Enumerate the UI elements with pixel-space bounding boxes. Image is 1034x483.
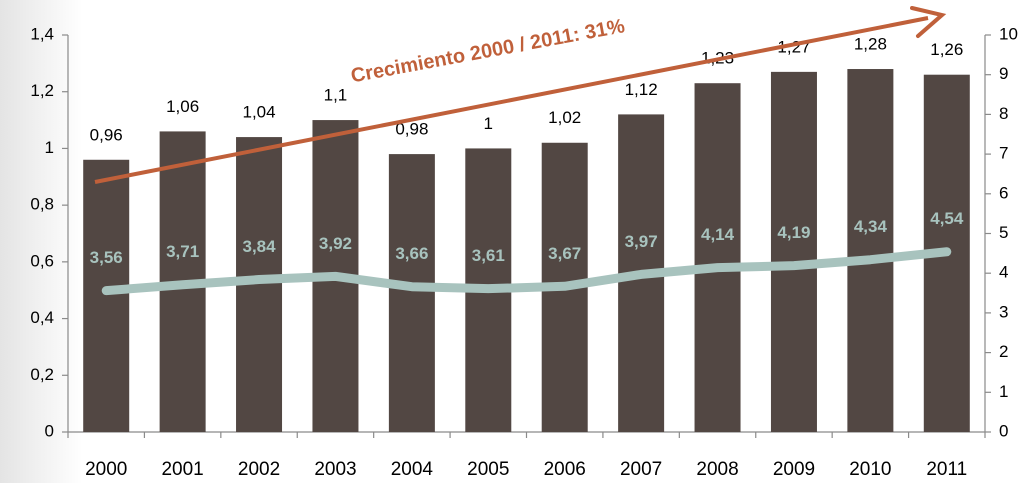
y2-tick-label: 7 bbox=[999, 144, 1008, 163]
line-value-label: 4,14 bbox=[701, 225, 735, 244]
trend-arrow-head bbox=[910, 6, 947, 38]
bar-value-label: 0,96 bbox=[90, 125, 123, 144]
bar-value-label: 0,98 bbox=[395, 120, 428, 139]
y2-tick-label: 8 bbox=[999, 104, 1008, 123]
line-value-label: 3,92 bbox=[319, 234, 352, 253]
y2-tick-label: 0 bbox=[999, 421, 1008, 440]
line-value-label: 4,19 bbox=[777, 223, 810, 242]
bar-value-label: 1,04 bbox=[242, 103, 275, 122]
x-tick-label: 2011 bbox=[926, 459, 967, 480]
x-tick-label: 2005 bbox=[467, 459, 509, 480]
line-value-label: 3,61 bbox=[472, 246, 505, 265]
y2-tick-label: 1 bbox=[999, 382, 1008, 401]
y2-tick-label: 5 bbox=[999, 223, 1008, 242]
bar-value-label: 1,1 bbox=[324, 86, 348, 105]
y2-tick-label: 2 bbox=[999, 342, 1008, 361]
bar-value-label: 1,06 bbox=[166, 97, 199, 116]
line-value-label: 3,56 bbox=[90, 248, 123, 267]
x-tick-label: 2000 bbox=[85, 459, 127, 480]
x-tick-label: 2004 bbox=[391, 459, 434, 480]
bar-value-label: 1,12 bbox=[625, 80, 658, 99]
y-tick-label: 1,2 bbox=[30, 81, 54, 100]
line-value-label: 3,67 bbox=[548, 244, 581, 263]
bar bbox=[770, 71, 817, 432]
line-value-label: 4,34 bbox=[854, 217, 888, 236]
y2-tick-label: 9 bbox=[999, 64, 1008, 83]
bar-value-label: 1,02 bbox=[548, 108, 581, 127]
x-tick-label: 2001 bbox=[161, 459, 203, 480]
line-value-label: 4,54 bbox=[930, 209, 964, 228]
bar-value-label: 1 bbox=[484, 114, 493, 133]
bar bbox=[847, 69, 894, 433]
bar bbox=[694, 83, 741, 432]
y2-tick-label: 3 bbox=[999, 302, 1008, 321]
y-tick-label: 1,4 bbox=[30, 24, 54, 43]
x-tick-label: 2008 bbox=[696, 459, 738, 480]
y-tick-label: 0,8 bbox=[30, 195, 54, 214]
y-tick-label: 0,6 bbox=[30, 251, 54, 270]
x-tick-label: 2002 bbox=[238, 459, 280, 480]
line-value-label: 3,71 bbox=[166, 242, 199, 261]
line-value-label: 3,97 bbox=[625, 232, 658, 251]
trend-arrow bbox=[94, 16, 929, 184]
bar-value-label: 1,28 bbox=[854, 35, 887, 54]
y-tick-label: 0,4 bbox=[30, 308, 54, 327]
y2-tick-label: 6 bbox=[999, 183, 1008, 202]
y2-tick-label: 4 bbox=[999, 263, 1008, 282]
y2-tick-label: 10 bbox=[999, 24, 1018, 43]
line bbox=[101, 247, 952, 296]
x-tick-label: 2006 bbox=[544, 459, 586, 480]
x-tick-label: 2003 bbox=[314, 459, 356, 480]
y-tick-label: 0,2 bbox=[30, 365, 54, 384]
bar bbox=[83, 159, 130, 432]
x-tick-label: 2007 bbox=[620, 459, 662, 480]
line-value-label: 3,66 bbox=[395, 244, 428, 263]
line-value-label: 3,84 bbox=[242, 237, 276, 256]
y-tick-label: 1 bbox=[45, 138, 54, 157]
bar bbox=[388, 154, 435, 432]
x-tick-label: 2009 bbox=[773, 459, 815, 480]
y-tick-label: 0 bbox=[45, 421, 54, 440]
bar-value-label: 1,26 bbox=[930, 40, 963, 59]
x-tick-label: 2010 bbox=[849, 459, 891, 480]
